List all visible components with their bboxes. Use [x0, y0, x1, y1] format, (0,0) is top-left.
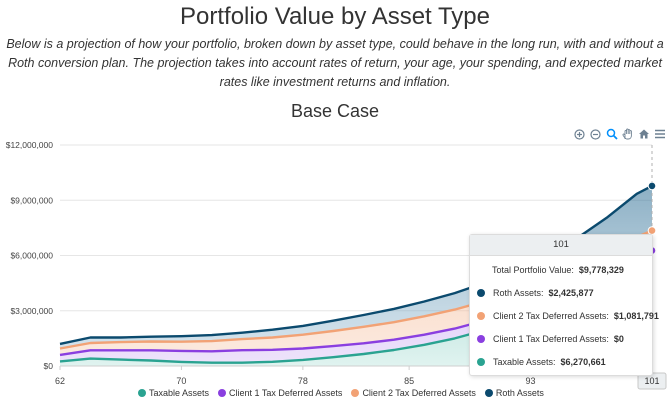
- x-tick-label: 62: [55, 376, 65, 386]
- tooltip-row-value: $0: [613, 334, 624, 344]
- x-tick-label: 85: [404, 376, 414, 386]
- tooltip-marker: [477, 289, 485, 297]
- legend-label: Taxable Assets: [149, 388, 210, 398]
- tooltip-row: Client 1 Tax Deferred Assets: $0: [477, 333, 624, 345]
- tooltip-row-value: $2,425,877: [548, 288, 594, 298]
- selection-zoom-icon[interactable]: [605, 128, 618, 141]
- tooltip-row-label: Client 1 Tax Deferred Assets:: [493, 334, 609, 344]
- x-tick-label: 78: [298, 376, 308, 386]
- hover-marker: [647, 181, 657, 191]
- legend-label: Client 2 Tax Deferred Assets: [362, 388, 476, 398]
- y-tick-label: $9,000,000: [10, 195, 53, 205]
- x-tick-label: 70: [176, 376, 186, 386]
- x-tick-label: 93: [526, 376, 536, 386]
- legend-marker: [351, 389, 360, 397]
- chart-title: Base Case: [290, 101, 380, 121]
- tooltip-row-value: $1,081,791: [613, 311, 659, 321]
- tooltip-row: Client 2 Tax Deferred Assets: $1,081,791: [477, 310, 659, 322]
- tooltip-row-label: Taxable Assets:: [493, 357, 556, 367]
- chart-tooltip: 101 Total Portfolio Value: $9,778,329 Ro…: [469, 234, 659, 376]
- legend-item-client2[interactable]: Client 2 Tax Deferred Assets: [351, 387, 476, 399]
- y-tick-label: $6,000,000: [10, 251, 53, 261]
- tooltip-row-value: $6,270,661: [560, 357, 606, 367]
- reset-home-icon[interactable]: [637, 128, 650, 141]
- x-crosshair-label: 101: [644, 376, 659, 386]
- tooltip-total-label: Total Portfolio Value:: [492, 265, 574, 275]
- legend-marker: [218, 389, 227, 397]
- legend-label: Client 1 Tax Deferred Assets: [229, 388, 343, 398]
- menu-icon[interactable]: [653, 128, 666, 141]
- tooltip-marker: [477, 335, 485, 343]
- y-tick-label: $12,000,000: [6, 140, 54, 150]
- tooltip-row: Roth Assets: $2,425,877: [477, 287, 594, 299]
- tooltip-header: 101: [470, 235, 652, 256]
- tooltip-marker: [477, 312, 485, 320]
- legend-item-client1[interactable]: Client 1 Tax Deferred Assets: [218, 387, 342, 399]
- tooltip-total-value: $9,778,329: [578, 265, 624, 275]
- tooltip-row: Taxable Assets: $6,270,661: [477, 356, 606, 368]
- zoom-out-icon[interactable]: [589, 128, 602, 141]
- legend-marker: [484, 389, 493, 397]
- y-tick-label: $0: [44, 361, 54, 371]
- zoom-in-icon[interactable]: [573, 128, 586, 141]
- y-tick-label: $3,000,000: [10, 306, 53, 316]
- page-description: Below is a projection of how your portfo…: [6, 37, 664, 89]
- legend-marker: [138, 389, 146, 397]
- legend-label: Roth Assets: [495, 388, 544, 398]
- chart-legend: Taxable Assets Client 1 Tax Deferred Ass…: [138, 387, 544, 399]
- pan-hand-icon[interactable]: [621, 128, 634, 141]
- tooltip-row-label: Client 2 Tax Deferred Assets:: [493, 311, 609, 321]
- tooltip-total: Total Portfolio Value: $9,778,329: [492, 264, 624, 276]
- tooltip-row-label: Roth Assets:: [493, 288, 544, 298]
- page-title: Portfolio Value by Asset Type: [180, 3, 490, 30]
- legend-item-roth[interactable]: Roth Assets: [484, 387, 544, 399]
- tooltip-marker: [477, 358, 485, 366]
- legend-item-taxable[interactable]: Taxable Assets: [138, 387, 209, 399]
- chart-toolbar: [573, 127, 666, 141]
